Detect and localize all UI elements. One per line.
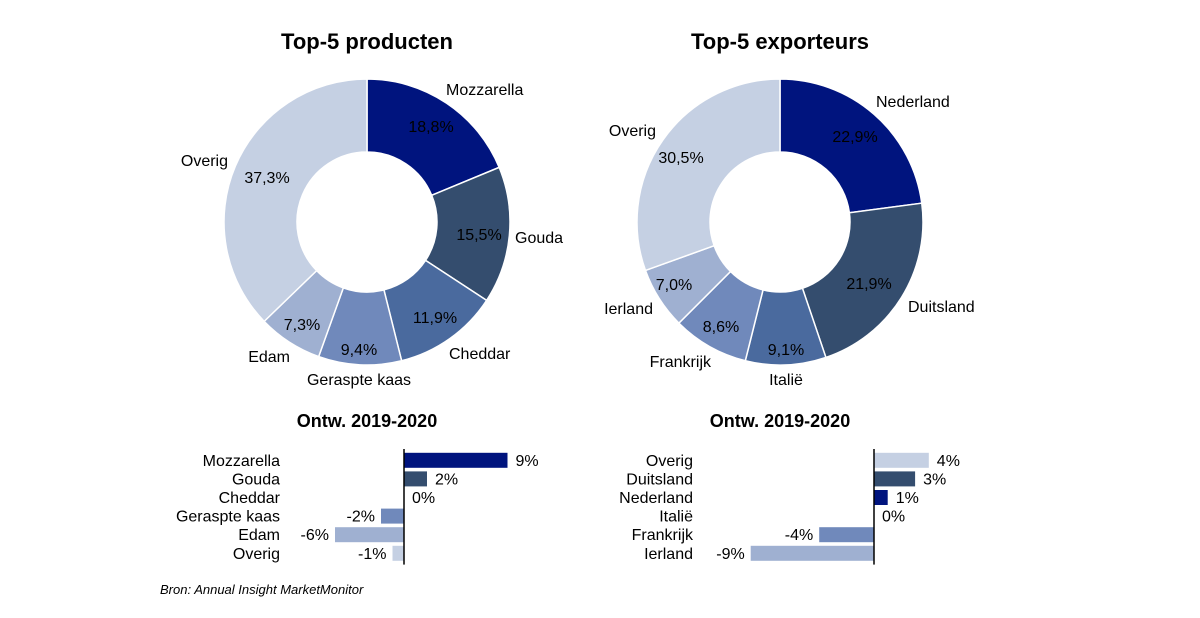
bar-title-producten: Ontw. 2019-2020	[297, 411, 437, 431]
bar-value-exporteurs-3: 0%	[882, 509, 905, 526]
donut-slice-producten-5	[223, 78, 368, 323]
bar-category-exporteurs-1: Duitsland	[626, 471, 693, 488]
bar-exporteurs-5	[750, 545, 874, 561]
bar-category-producten-2: Cheddar	[219, 490, 281, 507]
slice-value-producten-3: 9,4%	[341, 342, 377, 359]
slice-label-exporteurs-3: Frankrijk	[650, 354, 712, 371]
bar-category-exporteurs-2: Nederland	[619, 490, 693, 507]
slice-value-producten-4: 7,3%	[284, 317, 320, 334]
slice-value-producten-2: 11,9%	[413, 310, 457, 327]
bar-value-exporteurs-5: -9%	[716, 546, 744, 563]
slice-value-exporteurs-3: 8,6%	[703, 319, 739, 336]
bar-value-exporteurs-1: 3%	[923, 471, 946, 488]
bar-producten-3	[381, 508, 404, 524]
slice-label-exporteurs-0: Nederland	[876, 94, 950, 111]
bar-value-producten-3: -2%	[347, 509, 375, 526]
slice-label-producten-4: Edam	[248, 349, 290, 366]
slice-value-producten-5: 37,3%	[244, 170, 289, 187]
slice-label-producten-3: Geraspte kaas	[307, 372, 411, 389]
bar-title-exporteurs: Ontw. 2019-2020	[710, 411, 850, 431]
bar-category-producten-3: Geraspte kaas	[176, 509, 280, 526]
slice-label-exporteurs-1: Duitsland	[908, 299, 975, 316]
bar-value-exporteurs-4: -4%	[785, 527, 813, 544]
slice-label-exporteurs-4: Ierland	[604, 301, 653, 318]
slice-value-producten-1: 15,5%	[456, 227, 501, 244]
chart-title-producten: Top-5 producten	[281, 29, 453, 54]
bar-category-exporteurs-4: Frankrijk	[632, 527, 694, 544]
bar-value-producten-0: 9%	[516, 453, 539, 470]
slice-value-exporteurs-2: 9,1%	[768, 342, 804, 359]
bar-producten-1	[404, 471, 427, 487]
bar-exporteurs-1	[874, 471, 916, 487]
bar-value-exporteurs-2: 1%	[896, 490, 919, 507]
bar-exporteurs-4	[819, 527, 874, 543]
bar-category-producten-4: Edam	[238, 527, 280, 544]
donut-slice-producten-0	[366, 78, 501, 197]
bar-category-producten-5: Overig	[233, 546, 280, 563]
bar-category-exporteurs-5: Ierland	[644, 546, 693, 563]
source-note: Bron: Annual Insight MarketMonitor	[160, 582, 364, 597]
bar-value-producten-1: 2%	[435, 471, 458, 488]
bar-exporteurs-2	[874, 490, 888, 505]
bar-exporteurs-0	[874, 452, 929, 468]
donut-slice-exporteurs-5	[636, 78, 781, 272]
donut-slice-exporteurs-0	[779, 78, 923, 214]
bar-category-exporteurs-0: Overig	[646, 453, 693, 470]
slice-label-exporteurs-5: Overig	[609, 123, 656, 140]
bar-category-producten-1: Gouda	[232, 471, 280, 488]
slice-label-producten-1: Gouda	[515, 230, 563, 247]
slice-value-exporteurs-4: 7,0%	[656, 277, 692, 294]
bar-producten-4	[335, 527, 404, 543]
bar-category-exporteurs-3: Italië	[659, 509, 693, 526]
slice-value-exporteurs-1: 21,9%	[846, 276, 891, 293]
slice-value-exporteurs-0: 22,9%	[832, 129, 877, 146]
bar-category-producten-0: Mozzarella	[203, 453, 280, 470]
chart-title-exporteurs: Top-5 exporteurs	[691, 29, 869, 54]
slice-label-exporteurs-2: Italië	[769, 372, 803, 389]
slice-label-producten-5: Overig	[181, 153, 228, 170]
slice-value-exporteurs-5: 30,5%	[658, 150, 703, 167]
donut-slice-exporteurs-1	[801, 202, 924, 359]
bar-value-producten-4: -6%	[301, 527, 329, 544]
bar-value-producten-2: 0%	[412, 490, 435, 507]
bar-producten-0	[404, 452, 508, 468]
slice-label-producten-0: Mozzarella	[446, 82, 523, 99]
bar-value-exporteurs-0: 4%	[937, 453, 960, 470]
slice-value-producten-0: 18,8%	[408, 119, 453, 136]
slice-label-producten-2: Cheddar	[449, 346, 511, 363]
bar-producten-5	[392, 545, 404, 561]
bar-value-producten-5: -1%	[358, 546, 386, 563]
